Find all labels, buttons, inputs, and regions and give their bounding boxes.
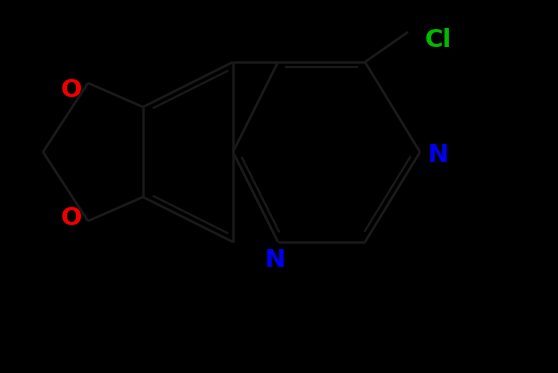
Text: Cl: Cl xyxy=(425,28,452,52)
Text: O: O xyxy=(61,78,82,102)
Text: N: N xyxy=(428,143,449,167)
Text: N: N xyxy=(264,248,286,272)
Text: O: O xyxy=(61,206,82,230)
